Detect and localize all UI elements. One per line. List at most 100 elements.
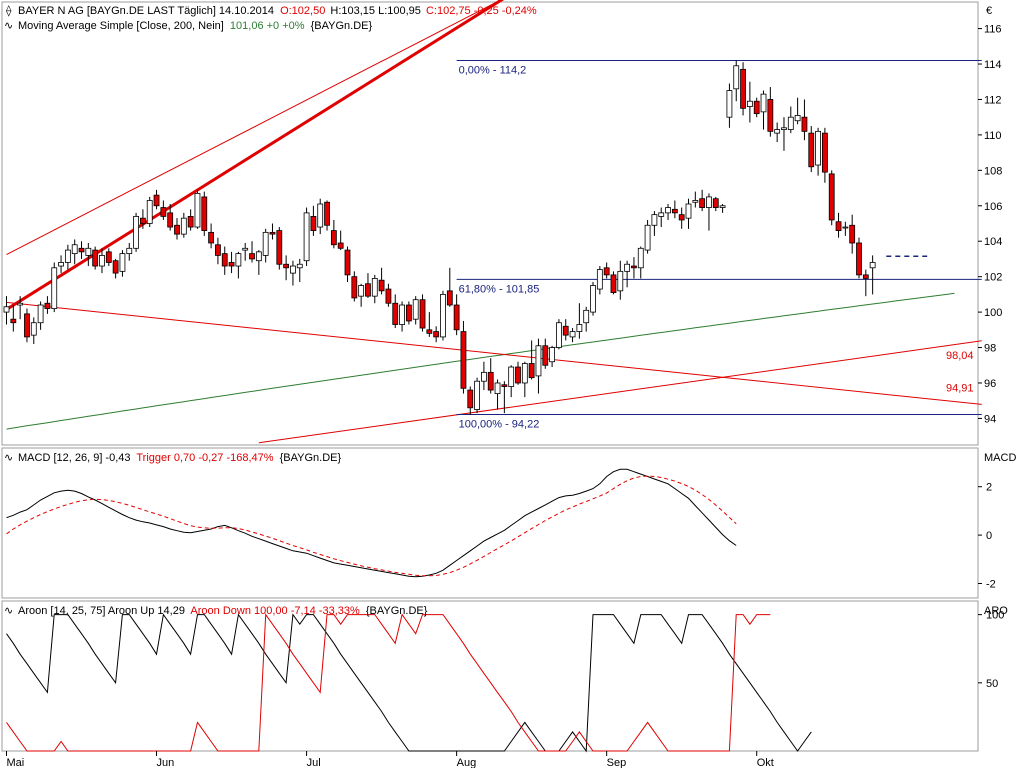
- candle: [139, 209, 146, 229]
- price-plot-area[interactable]: 0,00% - 114,2 61,80% - 101,85 100,00% - 94…: [3, 0, 1002, 444]
- candle-body: [92, 249, 99, 267]
- candle: [856, 237, 862, 279]
- candle-body: [787, 116, 794, 130]
- svg-text:BAYER N AG [BAYGn.DE LAST Tägl: BAYER N AG [BAYGn.DE LAST Täglich] 14.10…: [18, 5, 537, 17]
- x-tick-label: Mai: [7, 757, 25, 768]
- aroon-panel[interactable]: 50 100: [1, 600, 1005, 753]
- fib-label-0: 0,00% - 114,2: [459, 64, 527, 76]
- candle-body: [64, 249, 71, 263]
- candle: [71, 239, 78, 265]
- candle-body: [596, 269, 603, 290]
- candle-body: [828, 173, 835, 221]
- candle-body: [719, 205, 726, 208]
- candle-body: [133, 216, 139, 249]
- candle-body: [228, 262, 235, 267]
- candle-body: [460, 331, 467, 389]
- candle: [596, 266, 603, 295]
- aroon-up-line: [6, 613, 812, 753]
- aroon-legend-label: Aroon [14, 25, 75] Aroon Up 14,29: [18, 605, 185, 617]
- candle-body: [262, 231, 269, 256]
- candle-body: [365, 283, 371, 297]
- x-tick-label: Okt: [757, 757, 774, 768]
- candle: [562, 319, 569, 341]
- candle-body: [869, 262, 876, 269]
- candle-body: [658, 212, 665, 217]
- candle: [351, 271, 358, 302]
- candle: [44, 296, 51, 314]
- candle: [317, 198, 324, 235]
- candle-body: [678, 214, 685, 221]
- candle: [249, 241, 255, 263]
- candle: [24, 308, 30, 343]
- aroon-legend-symbol: {BAYGn.DE}: [366, 605, 428, 617]
- candle-body: [160, 207, 167, 217]
- candle-body: [528, 363, 535, 379]
- candle: [160, 200, 167, 220]
- candle: [808, 126, 815, 173]
- candle: [712, 196, 719, 212]
- candle-body: [712, 198, 719, 208]
- candle-body: [549, 347, 555, 363]
- candle: [378, 267, 385, 295]
- price-tick-label: 98: [984, 343, 996, 355]
- candle-body: [494, 382, 501, 395]
- candle: [201, 191, 208, 236]
- candle: [133, 212, 139, 252]
- aroon-plot-area[interactable]: 50 100: [6, 610, 1005, 753]
- sma200-line: [6, 292, 955, 430]
- macd-panel[interactable]: -2 0 2: [1, 447, 996, 599]
- macd-plot-area[interactable]: -2 0 2: [6, 468, 996, 590]
- candle: [549, 345, 555, 368]
- candle: [487, 358, 494, 394]
- candle: [208, 223, 215, 249]
- candle: [337, 230, 344, 251]
- candle: [453, 294, 460, 336]
- candle: [446, 267, 453, 307]
- candle-body: [208, 231, 215, 244]
- candle-body: [480, 371, 487, 382]
- candle: [426, 312, 433, 337]
- macd-tick-label: 0: [986, 530, 992, 542]
- candle-body: [453, 304, 460, 331]
- price-tick-label: 112: [984, 94, 1002, 106]
- price-panel[interactable]: 0,00% - 114,2 61,80% - 101,85 100,00% - 94…: [1, 0, 1002, 446]
- candle: [180, 212, 187, 238]
- candle: [740, 62, 746, 116]
- candle-body: [665, 207, 671, 214]
- candle-body: [276, 230, 283, 265]
- candle: [112, 258, 119, 279]
- candle-body: [174, 224, 180, 235]
- candle: [828, 170, 835, 226]
- candle: [508, 365, 515, 398]
- price-legend-close: C:102,75 -0,25 -0,24%: [426, 5, 537, 17]
- candle: [869, 255, 876, 295]
- macd-axis-label: MACD: [984, 452, 1016, 464]
- candle: [719, 204, 726, 213]
- candle: [187, 209, 194, 231]
- price-tick-label: 116: [984, 24, 1002, 36]
- candle: [419, 294, 426, 332]
- price-legend-title: BAYER N AG [BAYGn.DE LAST Täglich] 14.10…: [18, 5, 274, 17]
- x-tick-label: Aug: [457, 757, 477, 768]
- candle-body: [842, 226, 849, 229]
- svg-text:MACD [12, 26, 9] -0,43: MACD [12, 26, 9] -0,43 Trigger 0,70 -0,2…: [18, 452, 341, 464]
- candle-body: [412, 299, 419, 320]
- svg-text:Moving Average Simple [Close,: Moving Average Simple [Close, 200, Nein]…: [18, 20, 372, 32]
- candle-body: [146, 200, 153, 224]
- price-panel-frame: [1, 1, 979, 446]
- candle: [174, 218, 180, 240]
- candle: [815, 127, 821, 176]
- candle: [99, 248, 105, 274]
- price-tick-label: 102: [984, 272, 1002, 284]
- candle: [242, 242, 249, 261]
- aroon-axis-label: ARO: [984, 605, 1008, 617]
- candle: [17, 296, 24, 320]
- candle-body: [535, 345, 542, 377]
- candle: [228, 251, 235, 274]
- candle-body: [849, 224, 856, 244]
- candle: [849, 214, 856, 254]
- candle-body: [201, 196, 208, 231]
- candle-body: [371, 278, 378, 297]
- candle: [296, 258, 303, 282]
